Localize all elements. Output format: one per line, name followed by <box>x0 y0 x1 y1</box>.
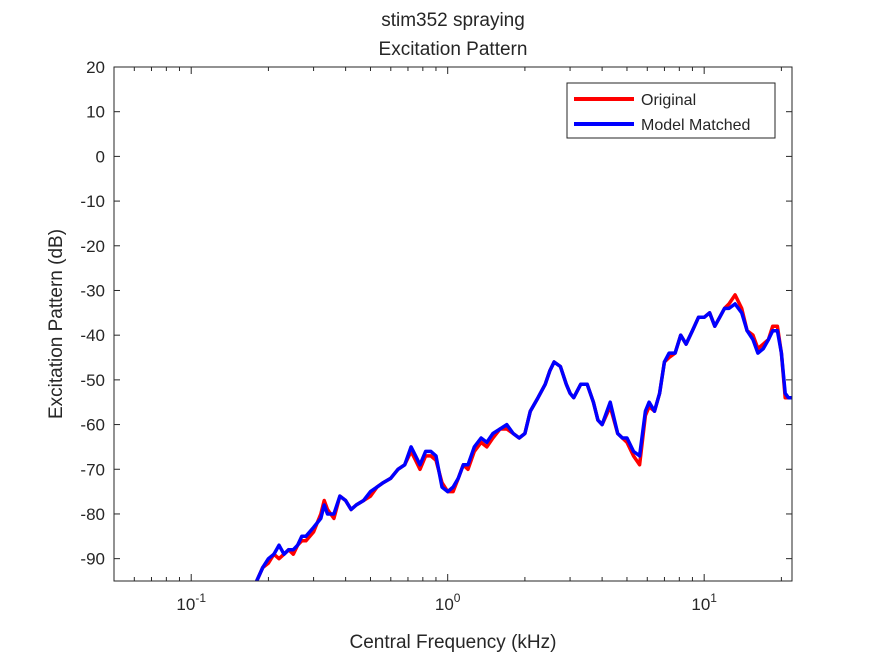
series-line-model-matched <box>254 302 792 581</box>
y-tick-label: -10 <box>80 192 105 211</box>
x-axis-label: Central Frequency (kHz) <box>350 632 557 653</box>
y-tick-label: 10 <box>86 103 105 122</box>
series-layer <box>254 293 792 581</box>
x-axis-ticks: 10-1 100 101 <box>176 67 717 614</box>
legend-box <box>566 82 776 139</box>
chart-subtitle: Excitation Pattern <box>379 39 528 60</box>
y-tick-label: -50 <box>80 371 105 390</box>
x-tick-label: 101 <box>691 591 717 614</box>
y-tick-label: -90 <box>80 550 105 569</box>
legend-label: Model Matched <box>641 117 750 134</box>
axes-box <box>113 66 793 582</box>
legend: Original Model Matched <box>566 82 776 139</box>
chart-title: stim352 spraying <box>381 10 525 31</box>
x-tick-label: 100 <box>435 591 461 614</box>
y-axis-label: Excitation Pattern (dB) <box>46 229 67 419</box>
y-tick-label: -40 <box>80 326 105 345</box>
y-tick-label: -60 <box>80 416 105 435</box>
plot-area <box>114 67 792 581</box>
y-tick-label: -20 <box>80 237 105 256</box>
y-tick-label: 0 <box>96 147 105 166</box>
y-axis-ticks: 20 10 0 -10 -20 -30 -40 -50 -60 -70 -80 -90 <box>80 58 792 569</box>
y-tick-label: -70 <box>80 460 105 479</box>
y-tick-label: -80 <box>80 505 105 524</box>
x-tick-label: 10-1 <box>176 591 206 614</box>
legend-label: Original <box>641 92 696 109</box>
minor-ticks <box>133 67 782 581</box>
y-tick-label: 20 <box>86 58 105 77</box>
y-tick-label: -30 <box>80 281 105 300</box>
